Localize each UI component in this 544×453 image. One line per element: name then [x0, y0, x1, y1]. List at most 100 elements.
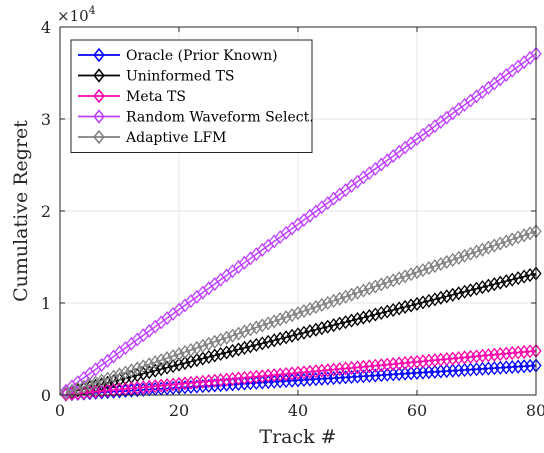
series-marker [453, 286, 465, 301]
series-marker [399, 299, 411, 314]
series-marker [494, 347, 506, 362]
series-marker [512, 230, 524, 245]
legend-label: Uninformed TS [126, 69, 235, 85]
series-marker [381, 304, 393, 319]
series-marker [197, 374, 209, 389]
series-marker [197, 351, 209, 366]
series-marker [345, 313, 358, 328]
series-marker [238, 370, 251, 385]
series-marker [464, 246, 477, 261]
series-marker [316, 363, 328, 378]
series-marker [334, 362, 346, 377]
series-marker [393, 301, 405, 316]
series-marker [482, 240, 495, 255]
series-marker [369, 307, 381, 322]
series-marker [143, 357, 155, 372]
x-tick-label: 60 [407, 401, 427, 420]
series-marker [131, 380, 143, 395]
series-marker [506, 272, 518, 287]
series-marker [339, 361, 352, 376]
series-marker [298, 325, 310, 340]
legend: Oracle (Prior Known) Uninformed TS Meta TS… [70, 39, 314, 153]
series-marker [476, 348, 489, 363]
series-marker [191, 353, 203, 368]
series-marker [310, 322, 322, 337]
series-marker [494, 236, 506, 251]
series-marker [215, 373, 227, 388]
series-marker [274, 367, 286, 382]
series-marker [90, 375, 102, 390]
series-marker [369, 279, 381, 294]
series-marker [310, 299, 322, 315]
series-marker [203, 374, 215, 389]
series-marker [363, 309, 376, 324]
series-marker [173, 376, 185, 392]
y-tick-label: 4 [41, 18, 51, 37]
series-marker [500, 274, 512, 289]
series-marker [334, 291, 346, 306]
series-marker [113, 372, 126, 387]
series-marker [256, 369, 268, 384]
series-marker [232, 371, 245, 386]
series-marker [316, 321, 328, 336]
series-marker [149, 379, 161, 394]
series-marker [405, 298, 417, 313]
series-marker [316, 297, 328, 312]
series-marker [399, 355, 411, 371]
series-marker [66, 383, 78, 398]
series-marker [435, 352, 447, 367]
series-marker [101, 383, 114, 398]
series-marker [447, 351, 459, 366]
series-marker [250, 320, 262, 335]
series-marker [238, 340, 251, 355]
x-axis-label: Track # [259, 426, 336, 448]
series-marker [268, 333, 280, 348]
series-marker [274, 312, 286, 327]
legend-marker [93, 47, 105, 63]
series-line [65, 272, 537, 395]
series-marker [417, 263, 429, 278]
series-marker [220, 372, 233, 387]
x-tick-label: 20 [169, 401, 189, 420]
series-marker [375, 358, 387, 373]
series-marker [292, 365, 304, 380]
series-marker [298, 304, 310, 319]
series-marker [322, 319, 334, 334]
legend-marker [93, 109, 105, 124]
series-marker [458, 248, 471, 263]
series-marker [96, 384, 108, 399]
series-marker [375, 305, 387, 321]
series-marker [393, 271, 405, 286]
series-marker [292, 306, 304, 321]
series-marker [399, 269, 411, 284]
series-marker [339, 315, 352, 330]
series-marker [334, 316, 346, 331]
series-marker [351, 312, 364, 327]
legend-item: Adaptive LFM [78, 129, 226, 146]
series-marker [286, 308, 298, 323]
series-marker [351, 285, 364, 300]
series-marker [417, 295, 429, 310]
series-marker [173, 357, 185, 372]
series-marker [280, 330, 292, 345]
series-marker [90, 384, 102, 399]
series-marker [155, 353, 167, 368]
series-marker [250, 337, 262, 352]
series-marker [304, 324, 316, 339]
x-axis-ticks: 0 20 40 60 80 [55, 27, 544, 420]
series-marker [286, 366, 298, 381]
series-marker [453, 250, 465, 265]
series-marker [482, 348, 495, 363]
series-marker [161, 360, 173, 375]
series-marker [458, 284, 471, 299]
series-marker [423, 293, 435, 308]
series-marker [405, 267, 417, 282]
series-marker [470, 349, 483, 364]
series-marker [500, 346, 512, 361]
series-marker [339, 289, 352, 304]
series-marker [137, 359, 149, 374]
series-marker [262, 334, 274, 349]
series-marker [494, 275, 506, 290]
series-marker [149, 363, 161, 378]
series-marker [411, 265, 423, 280]
